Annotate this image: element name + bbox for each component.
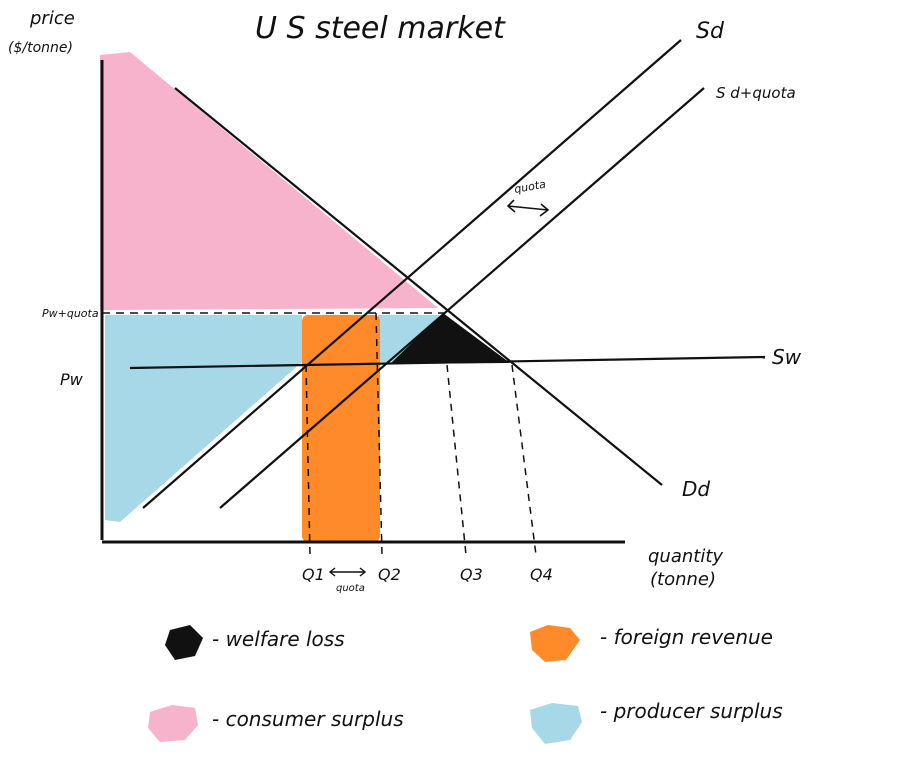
world-price-label: Pw: [60, 370, 84, 389]
supply-quota-label: S d+quota: [716, 84, 796, 102]
x-axis-label: quantity: [648, 546, 723, 567]
quota-shift-label: quota: [513, 178, 547, 196]
foreign-revenue-area: [302, 315, 380, 542]
chart-title: U S steel market: [255, 11, 506, 46]
legend-label-consumer-surplus: - consumer surplus: [212, 707, 404, 731]
supply-plus-quota-curve: [219, 87, 705, 509]
q4-label: Q4: [530, 565, 553, 584]
q3-dashed-line: [446, 364, 467, 556]
quota-shift-arrow: [506, 199, 550, 217]
quota-quantity-arrow: [328, 567, 367, 577]
y-axis-unit: ($/tonne): [8, 40, 73, 56]
legend-label-foreign-revenue: - foreign revenue: [600, 625, 773, 649]
consumer-surplus-area: [100, 52, 438, 310]
legend-swatch-welfare-loss: [165, 625, 203, 660]
domestic-supply-label: Sd: [696, 19, 725, 44]
producer-surplus-area: [105, 315, 302, 522]
world-supply-label: Sw: [772, 345, 802, 369]
domestic-supply-curve: [142, 39, 682, 509]
legend-swatch-producer-surplus: [530, 703, 582, 744]
world-supply-line: [129, 355, 766, 370]
legend-swatch-consumer-surplus: [148, 705, 198, 742]
demand-curve: [174, 87, 663, 486]
legend-label-welfare-loss: - welfare loss: [212, 627, 345, 651]
q2-label: Q2: [378, 565, 401, 584]
legend-label-producer-surplus: - producer surplus: [600, 699, 783, 723]
q1-dashed-line: [305, 364, 311, 556]
legend: - welfare loss - foreign revenue - consu…: [148, 625, 783, 744]
demand-label: Dd: [682, 477, 710, 501]
x-axis-unit: (tonne): [650, 569, 716, 590]
legend-swatch-foreign-revenue: [530, 625, 580, 662]
producer-surplus-area-right: [378, 315, 440, 362]
welfare-loss-area: [390, 313, 510, 364]
q4-dashed-line: [511, 364, 537, 556]
q2-dashed-line: [375, 312, 383, 556]
price-with-quota-label: Pw+quota: [42, 307, 99, 320]
q1-label: Q1: [302, 565, 325, 584]
q3-label: Q3: [460, 565, 483, 584]
y-axis-label: price: [29, 8, 75, 29]
quota-quantity-label: quota: [336, 583, 365, 594]
